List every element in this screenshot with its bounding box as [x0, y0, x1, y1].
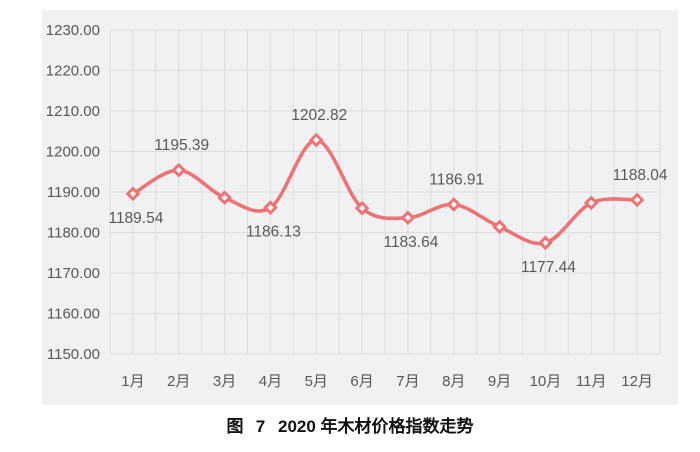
x-axis-category-label: 6月	[350, 373, 373, 390]
y-axis-tick-label: 1190.00	[47, 184, 100, 201]
data-point-marker	[171, 162, 187, 178]
x-axis-category-label: 9月	[488, 373, 511, 390]
x-axis-category-label: 10月	[530, 373, 562, 390]
y-axis-tick-label: 1220.00	[46, 63, 100, 80]
y-axis-tick-label: 1170.00	[47, 265, 100, 282]
data-point-value-label: 1195.39	[154, 137, 209, 154]
data-point-value-label: 1202.82	[291, 107, 347, 124]
x-axis-category-label: 4月	[259, 373, 282, 390]
x-axis-category-label: 5月	[305, 373, 328, 390]
y-axis-tick-label: 1210.00	[46, 103, 100, 120]
data-point-marker	[263, 200, 278, 215]
data-point-marker	[308, 132, 324, 148]
y-axis-tick-label: 1160.00	[47, 306, 100, 323]
data-point-marker	[125, 186, 141, 202]
price-index-series	[125, 132, 645, 251]
data-labels: 1189.54 1195.39 1186.13 1202.82 1183.64 1186.…	[108, 107, 667, 276]
data-point-value-label: 1189.54	[108, 210, 163, 227]
x-axis-category-labels: 1月 2月 3月 4月 5月 6月 7月 8月 9月 10月 11月 12月	[121, 373, 653, 390]
gridlines	[109, 29, 661, 355]
x-axis-category-label: 12月	[621, 373, 653, 390]
data-point-value-label: 1188.04	[613, 167, 668, 184]
y-axis-tick-label: 1150.00	[47, 346, 100, 363]
line-chart: 1230.00 1220.00 1210.00 1200.00 1190.00 1180.…	[46, 22, 668, 390]
data-point-marker	[583, 195, 599, 211]
x-axis-category-label: 2月	[167, 373, 190, 390]
x-axis-category-label: 11月	[576, 373, 607, 390]
x-axis-category-label: 8月	[442, 373, 465, 390]
data-point-marker	[354, 200, 370, 216]
x-axis-category-label: 1月	[121, 373, 144, 390]
data-point-marker	[629, 192, 645, 208]
data-point-marker	[400, 210, 416, 226]
figure-caption-number: 图 7	[226, 417, 266, 436]
data-point-marker	[492, 219, 507, 235]
figure-caption-title: 2020 年木材价格指数走势	[278, 417, 474, 436]
data-point-marker	[538, 235, 553, 251]
x-axis-category-label: 3月	[213, 373, 236, 390]
y-axis-tick-label: 1180.00	[47, 225, 100, 242]
wood-price-index-chart-card: 1230.00 1220.00 1210.00 1200.00 1190.00 1180.…	[42, 10, 678, 405]
data-point-value-label: 1177.44	[521, 259, 576, 276]
x-axis-category-label: 7月	[396, 373, 419, 390]
y-axis-tick-label: 1230.00	[46, 22, 100, 39]
data-point-marker	[217, 190, 232, 205]
data-point-value-label: 1186.13	[246, 224, 301, 241]
figure-caption: 图 7 2020 年木材价格指数走势	[0, 413, 700, 441]
data-point-value-label: 1183.64	[383, 234, 438, 251]
data-point-marker	[446, 197, 462, 212]
y-axis-tick-labels: 1230.00 1220.00 1210.00 1200.00 1190.00 1180.…	[46, 22, 100, 363]
y-axis-tick-label: 1200.00	[46, 144, 100, 161]
data-point-value-label: 1186.91	[429, 172, 484, 189]
